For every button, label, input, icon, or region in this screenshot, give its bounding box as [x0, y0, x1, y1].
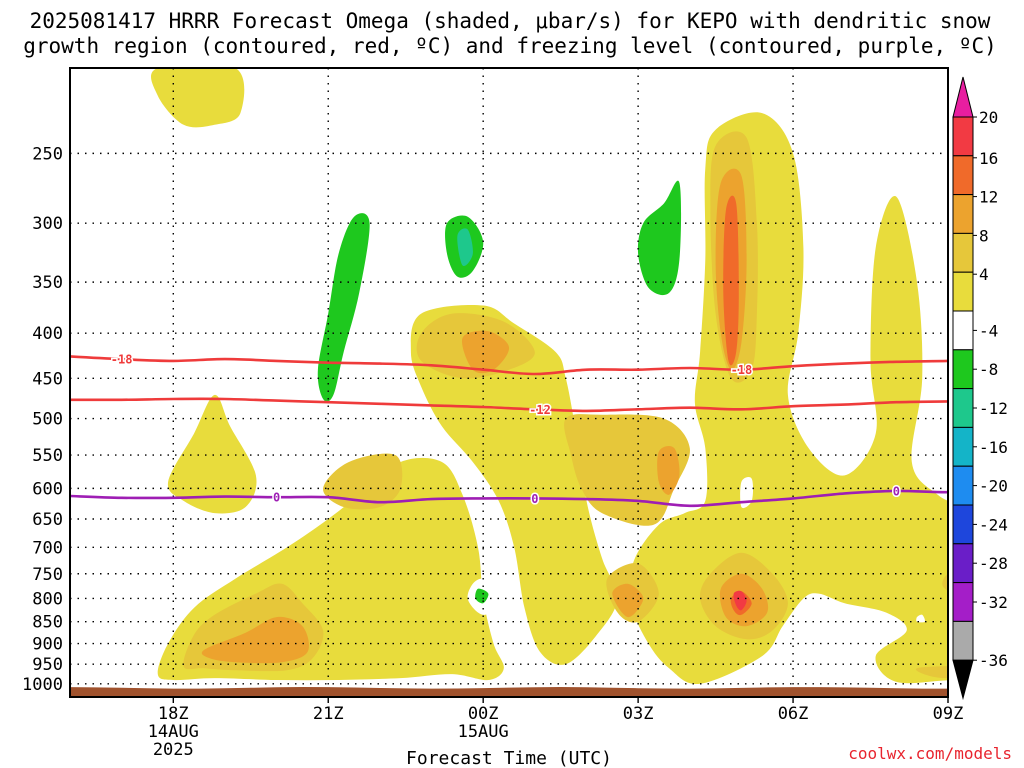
- contour-label: 0: [893, 484, 900, 498]
- terrain-surface: [70, 685, 948, 697]
- colorbar-segment: [952, 310, 974, 351]
- y-tick-label-850: 850: [32, 613, 63, 633]
- x-tick-label: 14AUG: [148, 722, 199, 742]
- colorbar-segment: [952, 194, 974, 234]
- credit-link[interactable]: coolwx.com/models: [848, 744, 1012, 763]
- contour-label: 0: [531, 492, 538, 506]
- omega-region-neg12: [457, 228, 473, 267]
- plot-frame: [69, 67, 949, 698]
- omega-region-pos8: [915, 666, 948, 679]
- y-tick-label-250: 250: [32, 144, 63, 164]
- colorbar-segment: [952, 116, 974, 157]
- colorbar-segment: [952, 232, 974, 273]
- colorbar-tick-label: 12: [979, 188, 998, 207]
- contour-label: 0: [273, 491, 280, 505]
- colorbar-tick-label: 20: [979, 108, 998, 127]
- omega-shading-layer: [150, 68, 948, 685]
- omega-region-pos12: [612, 583, 644, 618]
- omega-region-pos4: [630, 112, 948, 685]
- omega-region-neg4: [916, 614, 925, 623]
- omega-region-pos12: [657, 445, 680, 495]
- y-tick-label-950: 950: [32, 655, 63, 675]
- colorbar-segment: [952, 620, 974, 661]
- y-tick-label-300: 300: [32, 214, 63, 234]
- omega-region-pos20: [733, 590, 747, 611]
- colorbar-segment: [952, 543, 974, 584]
- y-tick-label-350: 350: [32, 273, 63, 293]
- y-tick-label-800: 800: [32, 589, 63, 609]
- x-tick-label: 15AUG: [458, 722, 509, 742]
- colorbar-segment: [952, 582, 974, 622]
- colorbar-segment: [952, 155, 974, 196]
- colorbar-segment: [952, 388, 974, 428]
- colorbar-tick-label: -32: [979, 593, 1008, 612]
- colorbar-tick-label: -12: [979, 399, 1008, 418]
- y-tick-label-1000: 1000: [22, 675, 63, 695]
- omega-region-pos4: [150, 68, 245, 128]
- omega-region-pos12: [201, 616, 309, 664]
- contour-label: -18: [731, 363, 753, 377]
- y-tick-label-600: 600: [32, 479, 63, 499]
- omega-region-neg8: [475, 588, 489, 604]
- colorbar-tick-label: -36: [979, 651, 1008, 670]
- omega-region-neg4: [621, 630, 644, 657]
- colorbar-tick-label: -20: [979, 477, 1008, 496]
- colorbar-segment: [952, 349, 974, 390]
- colorbar-tick-label: 8: [979, 226, 989, 245]
- omega-region-neg8: [317, 213, 370, 402]
- x-axis-label: Forecast Time (UTC): [406, 748, 612, 768]
- y-tick-label-450: 450: [32, 369, 63, 389]
- x-tick-label: 00Z: [468, 704, 499, 724]
- plot-area: -18 -18 -12 0 0 0: [70, 68, 948, 697]
- colorbar-tick-label: 16: [979, 149, 998, 168]
- colorbar-tick-label: -24: [979, 515, 1008, 534]
- colorbar-tick-label: -16: [979, 438, 1008, 457]
- omega-region-pos4: [167, 394, 257, 514]
- omega-region-pos12: [461, 330, 510, 374]
- contour-label: -12: [529, 403, 551, 417]
- omega-region-neg8: [637, 180, 682, 296]
- contour-line-neg12: [70, 397, 948, 413]
- omega-region-pos8: [564, 414, 690, 526]
- omega-region-pos4: [410, 304, 618, 665]
- colorbar: 20 16 12 8 4 -4 -8 -12 -16 -20 -24 -28 -32 -36: [952, 76, 1008, 701]
- colorbar-tick-label: -8: [979, 360, 998, 379]
- colorbar-segment: [952, 271, 974, 312]
- x-tick-label: 21Z: [313, 704, 344, 724]
- omega-region-pos8: [942, 573, 948, 591]
- colorbar-segment: [952, 426, 974, 467]
- x-tick-label: 18Z: [158, 704, 189, 724]
- x-tick-label: 06Z: [778, 704, 809, 724]
- y-tick-label-550: 550: [32, 446, 63, 466]
- colorbar-tick-label: -4: [979, 321, 998, 340]
- contour-line-neg18: [70, 355, 948, 376]
- x-tick-label: 09Z: [933, 704, 964, 724]
- y-tick-label-400: 400: [32, 324, 63, 344]
- y-tick-label-700: 700: [32, 538, 63, 558]
- colorbar-tick-label: -28: [979, 554, 1008, 573]
- contour-line-0: [70, 489, 948, 508]
- y-tick-label-750: 750: [32, 565, 63, 585]
- chart-title-line1: 2025081417 HRRR Forecast Omega (shaded, …: [30, 9, 991, 33]
- chart-title-line2: growth region (contoured, red, ºC) and f…: [23, 34, 997, 58]
- omega-region-pos16: [723, 195, 739, 366]
- colorbar-segment: [952, 465, 974, 506]
- y-axis-ticks: 2503003504004505005506006507007508008509…: [22, 144, 63, 694]
- omega-region-pos8: [323, 453, 403, 510]
- colorbar-top-arrow: [952, 76, 974, 118]
- contour-layer: -18 -18 -12 0 0 0: [70, 351, 948, 508]
- colorbar-bottom-arrow: [952, 659, 974, 701]
- x-tick-label: 03Z: [623, 704, 654, 724]
- y-tick-label-900: 900: [32, 635, 63, 655]
- x-tick-label: 2025: [153, 740, 194, 760]
- y-tick-label-650: 650: [32, 510, 63, 530]
- contour-label: -18: [111, 353, 133, 367]
- colorbar-segment: [952, 504, 974, 545]
- y-tick-label-500: 500: [32, 410, 63, 430]
- colorbar-tick-label: 4: [979, 265, 989, 284]
